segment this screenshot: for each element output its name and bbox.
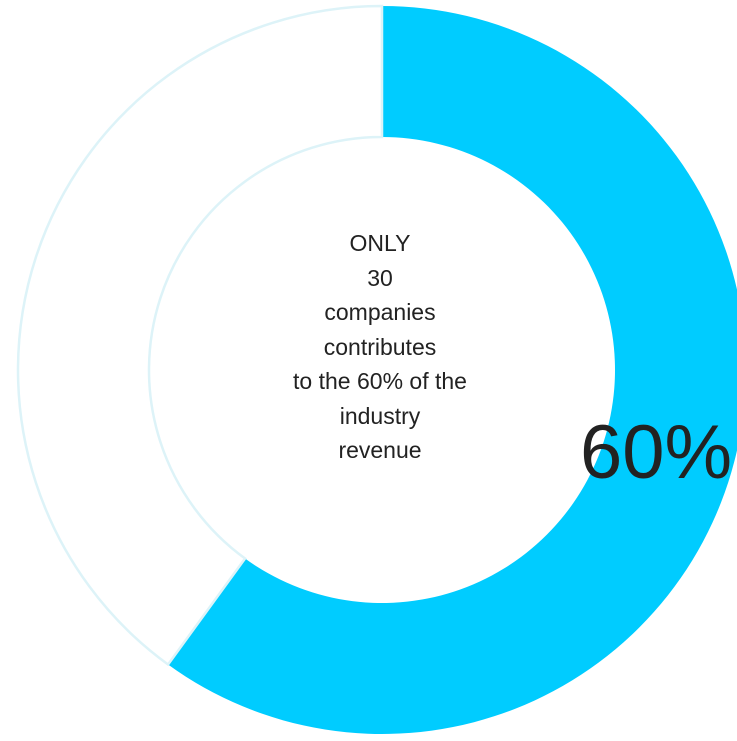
center-annotation: ONLY 30 companies contributes to the 60%…	[230, 226, 530, 468]
center-line-1: ONLY	[349, 230, 411, 256]
center-line-3: companies	[324, 299, 436, 325]
center-line-4: contributes	[323, 333, 437, 360]
center-line-6: industry	[339, 402, 421, 429]
slice-highlight	[168, 6, 737, 734]
center-line-5: to the 60% of the	[293, 368, 467, 394]
center-line-2: 30	[367, 264, 393, 291]
donut-slices	[16, 4, 737, 734]
slice-remainder	[16, 4, 384, 667]
slice-label-60: 60%	[580, 410, 732, 495]
center-line-7: revenue	[338, 437, 422, 463]
